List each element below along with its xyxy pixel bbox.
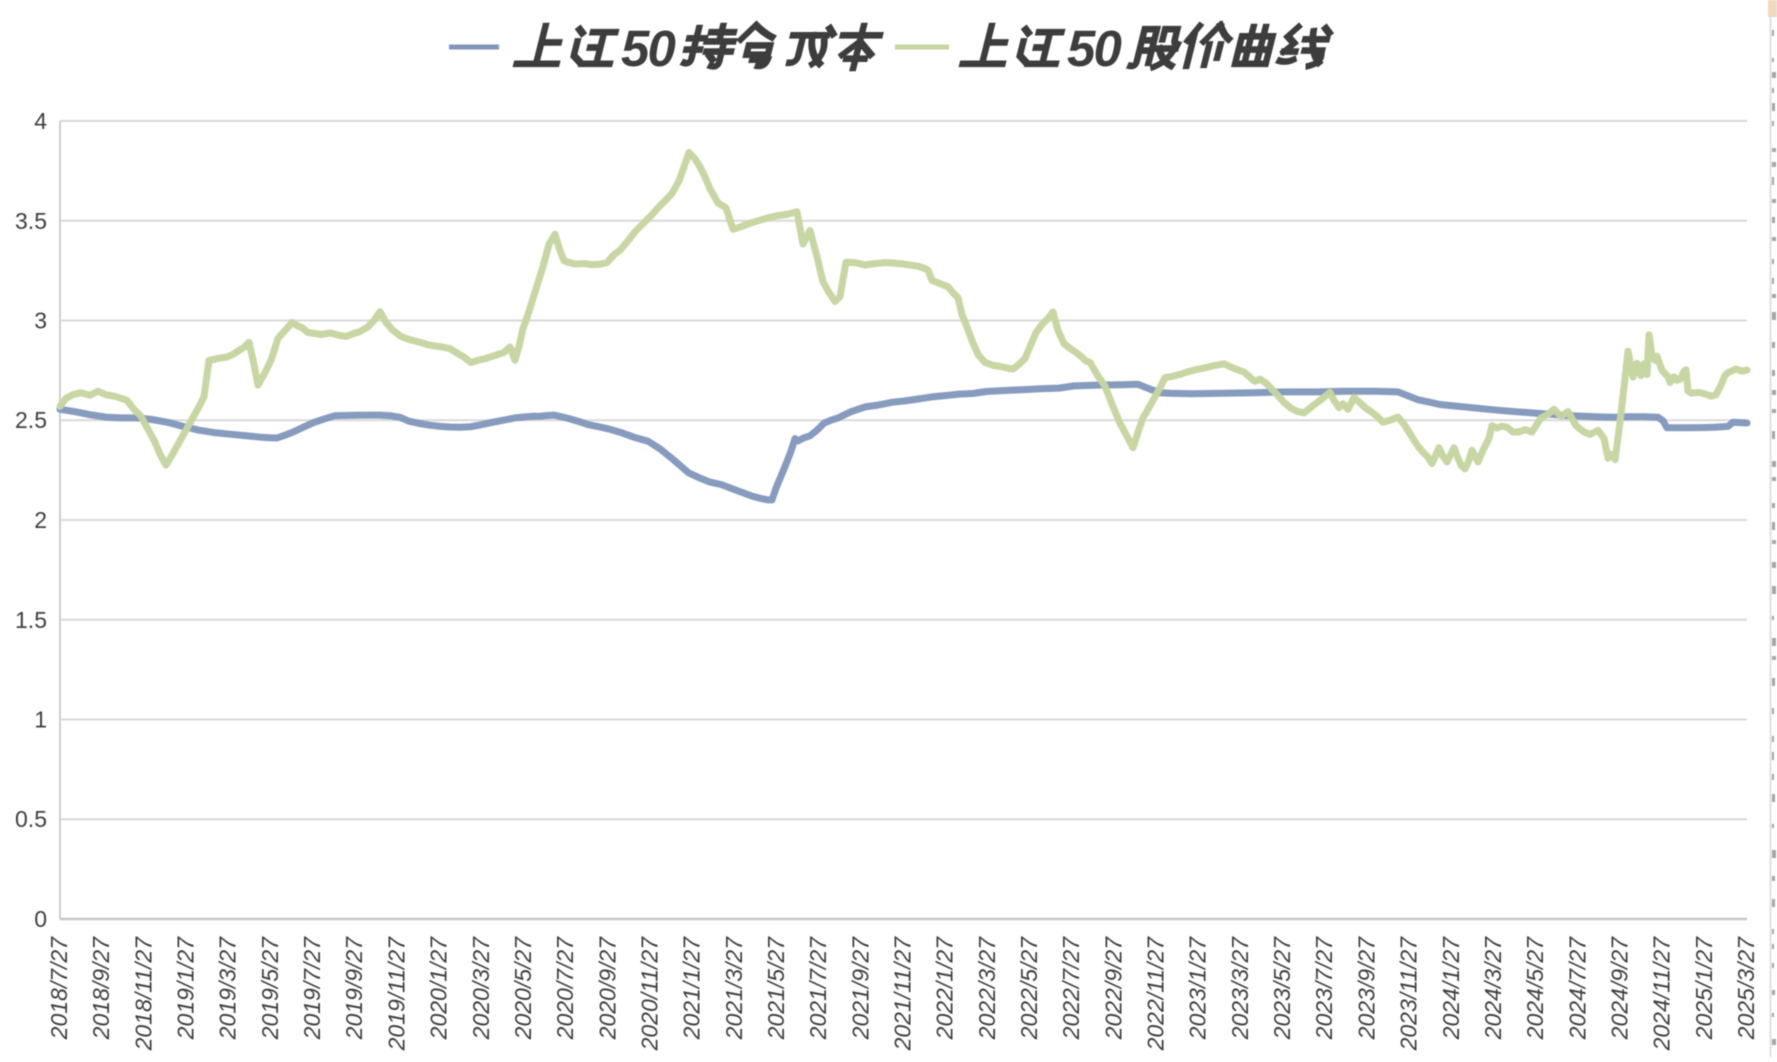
svg-text:2020/1/27: 2020/1/27 bbox=[426, 936, 452, 1041]
svg-text:2.5: 2.5 bbox=[15, 407, 47, 433]
svg-text:2021/7/27: 2021/7/27 bbox=[805, 936, 831, 1041]
svg-text:0: 0 bbox=[648, 20, 676, 77]
svg-text:3.5: 3.5 bbox=[15, 208, 47, 234]
svg-text:2024/1/27: 2024/1/27 bbox=[1438, 936, 1464, 1041]
svg-text:5: 5 bbox=[621, 20, 650, 77]
svg-text:2: 2 bbox=[34, 507, 47, 533]
svg-text:2025/1/27: 2025/1/27 bbox=[1691, 936, 1717, 1041]
svg-text:2023/9/27: 2023/9/27 bbox=[1353, 936, 1379, 1041]
svg-text:2024/7/27: 2024/7/27 bbox=[1564, 936, 1590, 1041]
svg-text:2022/7/27: 2022/7/27 bbox=[1058, 936, 1084, 1041]
svg-text:2019/5/27: 2019/5/27 bbox=[257, 936, 283, 1041]
svg-text:2023/7/27: 2023/7/27 bbox=[1311, 936, 1337, 1041]
svg-text:0: 0 bbox=[1094, 20, 1122, 77]
svg-text:5: 5 bbox=[1067, 20, 1096, 77]
svg-text:2020/11/27: 2020/11/27 bbox=[636, 936, 662, 1052]
svg-text:2021/11/27: 2021/11/27 bbox=[890, 936, 916, 1052]
svg-text:1: 1 bbox=[34, 707, 47, 733]
svg-text:2019/3/27: 2019/3/27 bbox=[215, 936, 241, 1041]
svg-text:2019/7/27: 2019/7/27 bbox=[299, 936, 325, 1041]
svg-text:2020/7/27: 2020/7/27 bbox=[552, 936, 578, 1041]
svg-text:0.5: 0.5 bbox=[15, 806, 47, 832]
svg-text:2019/11/27: 2019/11/27 bbox=[383, 936, 409, 1052]
svg-text:2021/9/27: 2021/9/27 bbox=[847, 936, 873, 1041]
svg-text:1.5: 1.5 bbox=[15, 607, 47, 633]
svg-text:2022/1/27: 2022/1/27 bbox=[932, 936, 958, 1041]
svg-text:2022/11/27: 2022/11/27 bbox=[1143, 936, 1169, 1052]
svg-text:2020/3/27: 2020/3/27 bbox=[468, 936, 494, 1041]
svg-text:4: 4 bbox=[34, 108, 47, 134]
svg-text:3: 3 bbox=[34, 308, 47, 334]
svg-text:2018/11/27: 2018/11/27 bbox=[130, 936, 156, 1052]
svg-text:2023/11/27: 2023/11/27 bbox=[1396, 936, 1422, 1052]
svg-text:2024/3/27: 2024/3/27 bbox=[1480, 936, 1506, 1041]
svg-text:2020/9/27: 2020/9/27 bbox=[594, 936, 620, 1041]
svg-text:2021/3/27: 2021/3/27 bbox=[721, 936, 747, 1041]
svg-text:2022/5/27: 2022/5/27 bbox=[1016, 936, 1042, 1041]
svg-text:2025/3/27: 2025/3/27 bbox=[1733, 936, 1759, 1041]
svg-text:2021/5/27: 2021/5/27 bbox=[763, 936, 789, 1041]
svg-text:2023/3/27: 2023/3/27 bbox=[1227, 936, 1253, 1041]
svg-text:2024/11/27: 2024/11/27 bbox=[1649, 936, 1675, 1052]
svg-text:2024/5/27: 2024/5/27 bbox=[1522, 936, 1548, 1041]
svg-text:2023/1/27: 2023/1/27 bbox=[1185, 936, 1211, 1041]
svg-text:2022/9/27: 2022/9/27 bbox=[1100, 936, 1126, 1041]
svg-text:2024/9/27: 2024/9/27 bbox=[1607, 936, 1633, 1041]
svg-text:2020/5/27: 2020/5/27 bbox=[510, 936, 536, 1041]
svg-text:2018/7/27: 2018/7/27 bbox=[46, 936, 72, 1041]
svg-text:2019/1/27: 2019/1/27 bbox=[173, 936, 199, 1041]
svg-text:2023/5/27: 2023/5/27 bbox=[1269, 936, 1295, 1041]
svg-text:2021/1/27: 2021/1/27 bbox=[679, 936, 705, 1041]
svg-text:0: 0 bbox=[34, 906, 47, 932]
svg-text:2019/9/27: 2019/9/27 bbox=[341, 936, 367, 1041]
svg-text:2018/9/27: 2018/9/27 bbox=[88, 936, 114, 1041]
svg-text:2022/3/27: 2022/3/27 bbox=[974, 936, 1000, 1041]
